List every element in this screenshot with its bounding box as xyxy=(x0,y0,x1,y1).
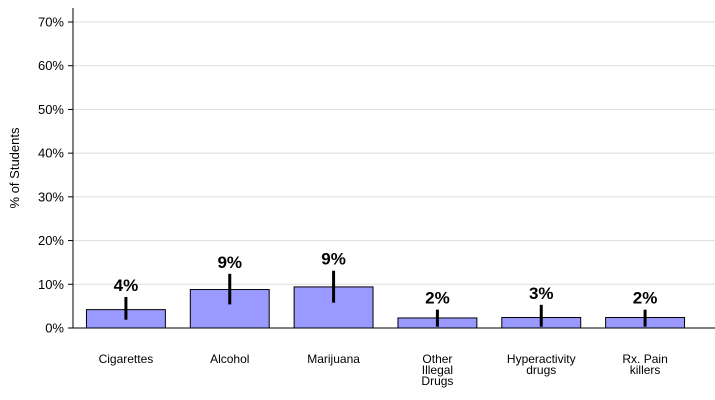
y-tick-label: 30% xyxy=(38,189,64,204)
data-label: 2% xyxy=(633,289,658,308)
category-label: Hyperactivity drugs xyxy=(507,352,576,377)
category-labels: Cigarettes Alcohol Marijuana Other Illegal Dr… xyxy=(99,352,668,388)
bar xyxy=(293,286,374,329)
data-labels: 4% 9% 9% 2% 3% 2% xyxy=(114,250,658,308)
y-tick-label: 20% xyxy=(38,233,64,248)
category-label: Alcohol xyxy=(210,352,249,366)
y-tick-label: 10% xyxy=(38,277,64,292)
data-label: 9% xyxy=(321,250,346,269)
data-label: 2% xyxy=(425,289,450,308)
gridlines xyxy=(73,21,715,329)
y-tick-label: 50% xyxy=(38,102,64,117)
category-label: Other Illegal Drugs xyxy=(421,352,453,388)
category-label: Cigarettes xyxy=(99,352,154,366)
category-label: Marijuana xyxy=(307,352,360,366)
data-label: 9% xyxy=(217,253,242,272)
data-label: 4% xyxy=(114,276,139,295)
y-tick-label: 40% xyxy=(38,146,64,161)
y-tick-label: 70% xyxy=(38,15,64,30)
y-tick-label: 60% xyxy=(38,58,64,73)
category-label: Rx. Pain killers xyxy=(622,352,667,377)
data-label: 3% xyxy=(529,284,554,303)
bars xyxy=(85,270,686,329)
y-axis-title: % of Students xyxy=(7,127,22,208)
y-ticks: 0% 10% 20% 30% 40% 50% 60% 70% xyxy=(38,15,73,336)
y-tick-label: 0% xyxy=(45,321,64,336)
